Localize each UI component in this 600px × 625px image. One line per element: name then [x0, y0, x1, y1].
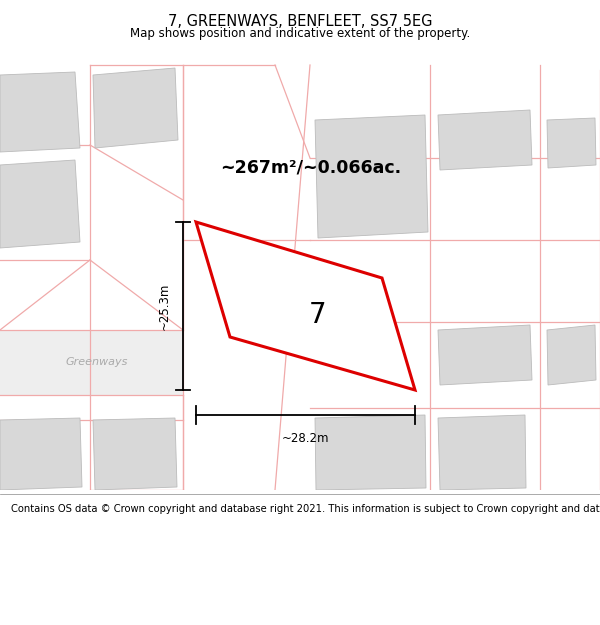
Polygon shape — [196, 222, 415, 390]
Polygon shape — [438, 325, 532, 385]
Polygon shape — [438, 110, 532, 170]
Polygon shape — [0, 160, 80, 248]
Polygon shape — [547, 118, 596, 168]
Polygon shape — [547, 325, 596, 385]
Text: Greenways: Greenways — [65, 357, 127, 367]
Polygon shape — [438, 415, 526, 490]
Polygon shape — [315, 415, 426, 490]
Text: 7, GREENWAYS, BENFLEET, SS7 5EG: 7, GREENWAYS, BENFLEET, SS7 5EG — [168, 14, 432, 29]
Polygon shape — [0, 72, 80, 152]
Text: ~25.3m: ~25.3m — [158, 282, 171, 330]
Text: ~267m²/~0.066ac.: ~267m²/~0.066ac. — [220, 159, 401, 177]
Text: Contains OS data © Crown copyright and database right 2021. This information is : Contains OS data © Crown copyright and d… — [11, 504, 600, 514]
Text: Map shows position and indicative extent of the property.: Map shows position and indicative extent… — [130, 27, 470, 40]
Polygon shape — [315, 115, 428, 238]
Polygon shape — [0, 330, 183, 395]
Text: ~28.2m: ~28.2m — [282, 432, 329, 446]
Polygon shape — [0, 418, 82, 490]
Polygon shape — [93, 418, 177, 490]
Text: 7: 7 — [309, 301, 326, 329]
Polygon shape — [93, 68, 178, 148]
